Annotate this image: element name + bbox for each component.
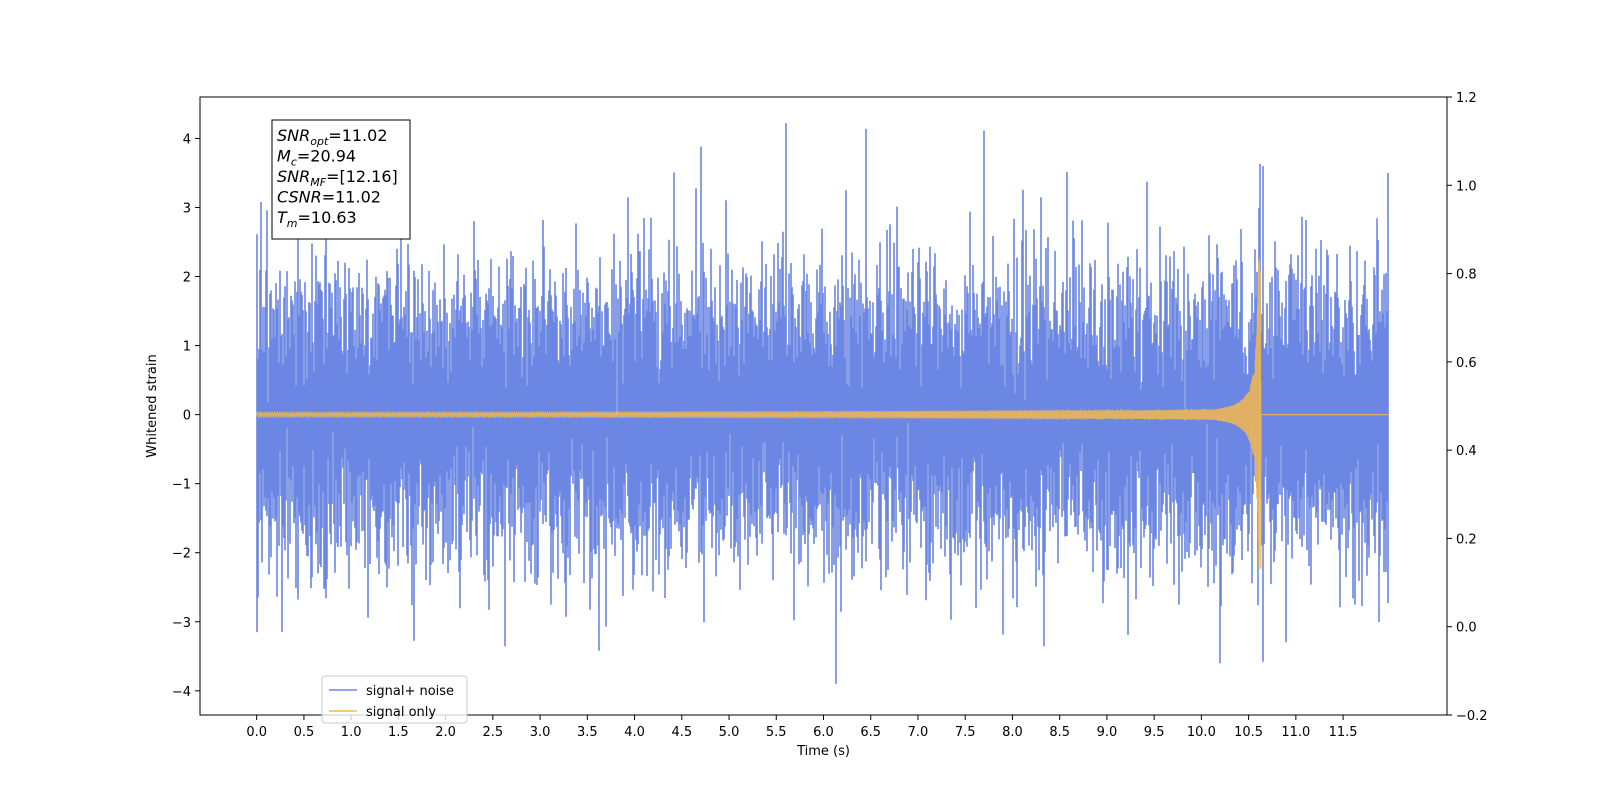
x-tick-label: 8.5 bbox=[1049, 725, 1070, 740]
y2-tick-label: 1.2 bbox=[1456, 91, 1477, 106]
x-tick-label: 1.0 bbox=[341, 725, 362, 740]
y-tick-label: 0 bbox=[183, 409, 191, 424]
y-tick-label: 3 bbox=[183, 201, 191, 216]
stats-line: Tm=10.63 bbox=[277, 208, 357, 230]
y2-tick-label: −0.2 bbox=[1456, 709, 1488, 724]
y-axis-right: −0.2 0.0 0.2 0.4 0.6 0.8 1.0 1.2 bbox=[1447, 91, 1488, 724]
y-axis-title: Whitened strain bbox=[145, 354, 160, 457]
legend-label-signal-plus-noise: signal+ noise bbox=[366, 684, 454, 699]
x-tick-label: 2.0 bbox=[435, 725, 456, 740]
x-tick-label: 4.5 bbox=[671, 725, 692, 740]
y-tick-label: 4 bbox=[183, 132, 191, 147]
x-tick-label: 11.0 bbox=[1281, 725, 1310, 740]
x-tick-label: 0.0 bbox=[246, 725, 267, 740]
y-tick-label: −2 bbox=[172, 547, 191, 562]
stats-annotation-frame bbox=[271, 119, 411, 240]
x-tick-label: 3.0 bbox=[530, 725, 551, 740]
stats-line: SNRMF=[12.16] bbox=[277, 167, 398, 189]
plot-area bbox=[256, 123, 1389, 684]
x-tick-label: 3.5 bbox=[577, 725, 598, 740]
x-tick-label: 9.5 bbox=[1144, 725, 1165, 740]
series-signal-plus-noise-line bbox=[256, 123, 1389, 684]
x-tick-label: 10.5 bbox=[1234, 725, 1263, 740]
series-signal-only-line bbox=[256, 259, 1389, 570]
x-tick-label: 8.0 bbox=[1002, 725, 1023, 740]
x-tick-label: 7.0 bbox=[908, 725, 929, 740]
x-tick-label: 4.0 bbox=[624, 725, 645, 740]
x-tick-label: 1.5 bbox=[388, 725, 409, 740]
x-axis: 0.0 0.5 1.0 1.5 2.0 2.5 3.0 3.5 4.0 4.5 5.0 5.5 6.0 6… bbox=[246, 715, 1358, 740]
x-tick-label: 2.5 bbox=[483, 725, 504, 740]
y2-tick-label: 1.0 bbox=[1456, 179, 1477, 194]
x-tick-label: 7.5 bbox=[955, 725, 976, 740]
x-tick-label: 10.0 bbox=[1187, 725, 1216, 740]
y-tick-label: −3 bbox=[172, 616, 191, 631]
y2-tick-label: 0.8 bbox=[1456, 268, 1477, 283]
legend-frame bbox=[321, 675, 468, 724]
x-tick-label: 9.0 bbox=[1097, 725, 1118, 740]
legend: signal+ noise signal only bbox=[321, 675, 468, 724]
stats-annotation-box: SNRopt=11.02Mc=20.94SNRMF=[12.16]CSNR=11… bbox=[271, 119, 411, 240]
y2-tick-label: 0.2 bbox=[1456, 532, 1477, 547]
x-tick-label: 0.5 bbox=[294, 725, 315, 740]
y2-tick-label: 0.0 bbox=[1456, 621, 1477, 636]
stats-line: Mc=20.94 bbox=[277, 147, 356, 169]
y-axis-left: −4 −3 −2 −1 0 1 2 3 4 bbox=[172, 132, 200, 700]
y-tick-label: −1 bbox=[172, 478, 191, 493]
y-tick-label: 2 bbox=[183, 271, 191, 286]
x-tick-label: 6.0 bbox=[813, 725, 834, 740]
y2-tick-label: 0.4 bbox=[1456, 444, 1477, 459]
y-tick-label: 1 bbox=[183, 340, 191, 355]
x-tick-label: 5.0 bbox=[719, 725, 740, 740]
x-axis-title: Time (s) bbox=[796, 744, 850, 759]
stats-line: CSNR=11.02 bbox=[277, 188, 381, 207]
x-tick-label: 6.5 bbox=[860, 725, 881, 740]
x-tick-label: 5.5 bbox=[766, 725, 787, 740]
stats-line: SNRopt=11.02 bbox=[277, 126, 388, 148]
y2-tick-label: 0.6 bbox=[1456, 356, 1477, 371]
y-tick-label: −4 bbox=[172, 685, 191, 700]
legend-label-signal-only: signal only bbox=[366, 705, 436, 720]
x-tick-label: 11.5 bbox=[1329, 725, 1358, 740]
